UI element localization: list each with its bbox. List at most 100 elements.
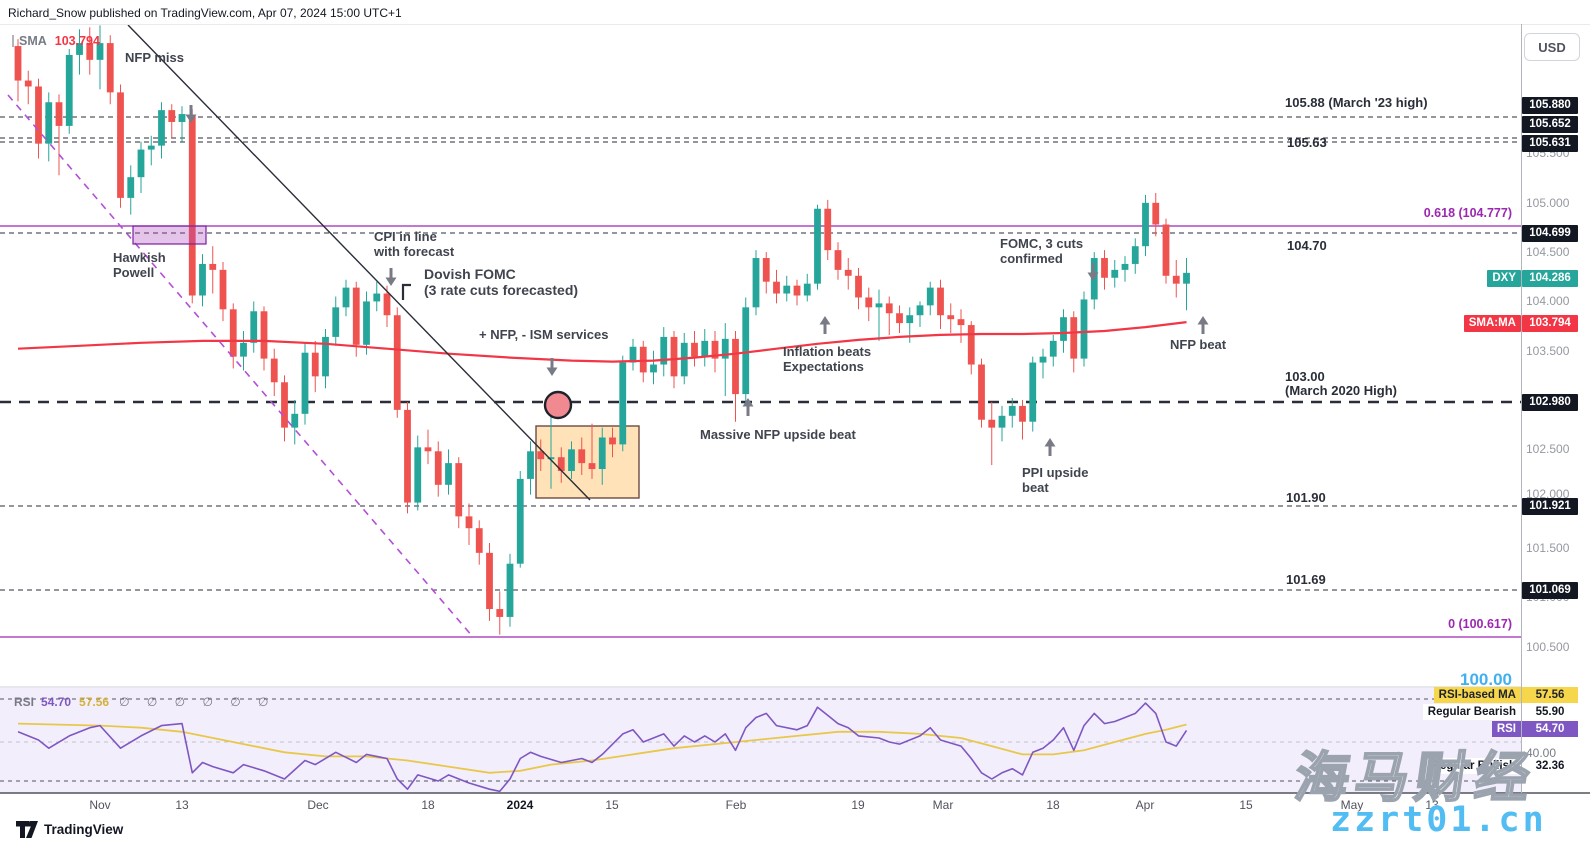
level-text-label[interactable]: (March 2020 High) <box>1285 383 1397 398</box>
candle-body <box>1060 317 1067 341</box>
candle-body <box>1172 275 1180 284</box>
candle-body <box>281 382 288 428</box>
candle-body <box>1162 224 1170 276</box>
level-text-label[interactable]: 101.90 <box>1286 490 1326 505</box>
candle-body <box>803 283 811 296</box>
time-axis-tick[interactable]: 19 <box>851 798 865 812</box>
rsi-line[interactable] <box>17 702 1188 793</box>
candle-body <box>311 352 319 377</box>
chart-annotation[interactable]: Hawkish Powell <box>113 250 166 280</box>
candle-body <box>1152 202 1160 225</box>
time-axis-tick[interactable]: Apr <box>1135 798 1155 812</box>
time-axis-tick[interactable]: Nov <box>89 798 111 812</box>
candle-body <box>445 463 452 485</box>
time-axis-tick[interactable]: Dec <box>307 798 329 812</box>
chart-annotation[interactable]: FOMC, 3 cuts confirmed <box>1000 236 1083 266</box>
candle-body <box>404 409 411 503</box>
rsi-axis-label-value: 54.70 <box>1522 721 1578 737</box>
candle-body <box>322 336 329 377</box>
candle-body <box>270 358 278 383</box>
candle-body <box>352 287 360 345</box>
candle-body <box>393 315 401 410</box>
candle-body <box>1111 269 1119 278</box>
rsi-axis-label-value: 57.56 <box>1522 687 1578 703</box>
candle-body <box>434 451 442 485</box>
trendline[interactable] <box>7 94 474 638</box>
trendline[interactable] <box>127 24 591 501</box>
time-axis-tick[interactable]: 18 <box>1046 798 1060 812</box>
candle-body <box>752 258 760 308</box>
price-level-badge: 105.880 <box>1522 96 1578 114</box>
chart-annotation[interactable]: Massive NFP upside beat <box>700 427 856 443</box>
time-axis-tick[interactable]: 18 <box>421 798 435 812</box>
price-level-badge: 104.699 <box>1522 224 1578 242</box>
candle-body <box>199 263 206 296</box>
rsi-axis-label-value: 55.90 <box>1522 704 1578 720</box>
candle-body <box>24 80 32 87</box>
sma-legend-label: SMA <box>19 34 47 48</box>
chart-annotation[interactable]: + NFP, - ISM services <box>479 327 608 343</box>
rsi-ma-line[interactable] <box>17 722 1187 774</box>
candle-body <box>291 413 299 428</box>
chart-annotation-line: NFP miss <box>125 50 185 65</box>
time-axis-tick[interactable]: 15 <box>605 798 619 812</box>
candle-body <box>1101 258 1108 278</box>
indicator-legend[interactable]: SMA 103.794 <box>12 34 100 48</box>
down-arrow-icon[interactable] <box>385 268 397 286</box>
candle-body <box>885 303 893 314</box>
candle-body <box>35 86 42 144</box>
rsi-axis-label-value: 32.36 <box>1522 758 1578 774</box>
chart-annotation-line: beat <box>1022 479 1049 495</box>
level-text-label[interactable]: 105.88 (March '23 high) <box>1285 95 1428 110</box>
candle-body <box>793 285 801 296</box>
up-arrow-icon[interactable] <box>1044 438 1056 456</box>
time-axis-tick[interactable]: May <box>1340 798 1364 812</box>
down-arrow-icon[interactable] <box>1087 263 1099 281</box>
candle-body <box>691 342 698 357</box>
chart-annotation-line: CPI in line <box>374 229 437 244</box>
fib-level-label[interactable]: 0 (100.617) <box>1448 617 1512 631</box>
chart-annotation[interactable]: NFP miss <box>125 50 185 66</box>
candle-body <box>568 449 575 472</box>
price-level-badge: 102.980 <box>1522 393 1578 411</box>
up-arrow-icon[interactable] <box>819 316 831 334</box>
time-axis-tick[interactable]: Mar <box>932 798 954 812</box>
time-axis-tick[interactable]: Feb <box>725 798 747 812</box>
level-text-label[interactable]: 103.00 <box>1285 369 1325 384</box>
time-axis-tick[interactable]: 13 <box>1425 798 1439 812</box>
currency-toggle-button[interactable]: USD <box>1524 33 1580 61</box>
down-arrow-icon[interactable] <box>185 105 197 123</box>
circle-marker[interactable] <box>543 390 573 420</box>
up-arrow-icon[interactable] <box>1197 316 1209 334</box>
candle-body <box>773 281 780 294</box>
sma-line[interactable] <box>17 321 1187 363</box>
down-arrow-icon[interactable] <box>546 358 558 376</box>
candle-body <box>332 307 340 337</box>
level-text-label[interactable]: 104.70 <box>1287 238 1327 253</box>
candle-body <box>650 364 657 373</box>
supply-zone-box[interactable] <box>132 225 207 245</box>
time-axis-tick[interactable]: 13 <box>175 798 189 812</box>
up-arrow-icon[interactable] <box>742 398 754 416</box>
candle-body <box>1008 405 1016 416</box>
rsi-ma-legend-value: 57.56 <box>79 695 110 709</box>
candle-body <box>896 313 903 324</box>
rsi-indicator-legend[interactable]: RSI 54.70 57.56 ∅ ∅ ∅ ∅ ∅ ∅ <box>14 695 275 709</box>
chart-annotation[interactable]: Dovish FOMC (3 rate cuts forecasted) <box>424 266 578 298</box>
chart-annotation[interactable]: PPI upside beat <box>1022 465 1088 495</box>
rsi-axis-label-name: RSI-based MA <box>1433 687 1521 703</box>
bracket-annotation[interactable] <box>401 283 411 300</box>
chart-annotation[interactable]: Inflation beats Expectations <box>783 344 871 374</box>
chart-annotation[interactable]: CPI in line with forecast <box>374 229 454 259</box>
level-text-label[interactable]: 101.69 <box>1286 572 1326 587</box>
candle-body <box>106 43 114 93</box>
fib-level-label[interactable]: 0.618 (104.777) <box>1423 206 1512 220</box>
level-text-label[interactable]: 105.63 <box>1287 135 1327 150</box>
price-level-badge: 101.069 <box>1522 581 1578 599</box>
tradingview-logo[interactable]: TradingView <box>16 821 123 838</box>
price-axis-tick: 103.500 <box>1526 344 1570 358</box>
chart-annotation[interactable]: NFP beat <box>1170 337 1226 353</box>
time-axis-tick[interactable]: 2024 <box>506 798 534 812</box>
time-axis-tick[interactable]: 15 <box>1239 798 1253 812</box>
